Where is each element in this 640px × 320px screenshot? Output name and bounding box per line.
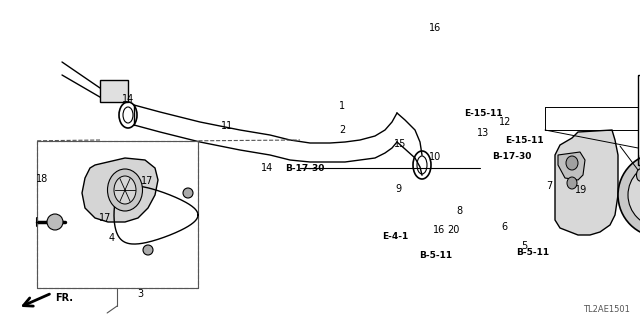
Text: 4: 4 [109,233,115,244]
Bar [37,141,198,288]
Circle shape [618,153,640,237]
Text: 5: 5 [522,241,528,252]
Text: TL2AE1501: TL2AE1501 [583,305,630,314]
Circle shape [47,214,63,230]
Text: 6: 6 [501,222,508,232]
Text: B-5-11: B-5-11 [419,252,452,260]
Bar [100,80,128,102]
Text: 8: 8 [456,206,463,216]
Text: E-4-1: E-4-1 [381,232,408,241]
Text: FR.: FR. [55,293,73,303]
Text: B-5-11: B-5-11 [516,248,549,257]
Circle shape [628,163,640,227]
Text: 14: 14 [261,163,274,173]
Ellipse shape [637,169,640,181]
Text: E-15-11: E-15-11 [464,109,502,118]
Text: 10: 10 [429,152,442,162]
Text: 18: 18 [36,174,49,184]
Circle shape [143,245,153,255]
Bar [37,141,198,288]
Bar [638,75,640,165]
Ellipse shape [566,156,578,170]
Text: B-17-30: B-17-30 [285,164,324,172]
Text: 2: 2 [339,124,346,135]
Text: 14: 14 [122,94,134,104]
Text: B-17-30: B-17-30 [492,152,532,161]
Ellipse shape [108,169,143,211]
Text: 20: 20 [447,225,460,236]
Text: 15: 15 [394,139,407,149]
Text: 17: 17 [99,212,112,223]
Polygon shape [558,152,585,180]
Ellipse shape [114,176,136,204]
Ellipse shape [567,177,577,189]
Text: E-15-11: E-15-11 [506,136,544,145]
Text: 9: 9 [395,184,401,194]
Text: 16: 16 [433,225,445,236]
Text: 17: 17 [141,176,154,186]
Polygon shape [555,130,618,235]
Circle shape [183,188,193,198]
Text: 13: 13 [477,128,490,138]
Text: 11: 11 [221,121,234,132]
Text: 3: 3 [138,289,144,300]
Polygon shape [82,158,158,222]
Text: 16: 16 [429,23,442,33]
Text: 1: 1 [339,100,346,111]
Text: 7: 7 [546,180,552,191]
Text: 19: 19 [575,185,588,196]
Text: 12: 12 [499,116,512,127]
